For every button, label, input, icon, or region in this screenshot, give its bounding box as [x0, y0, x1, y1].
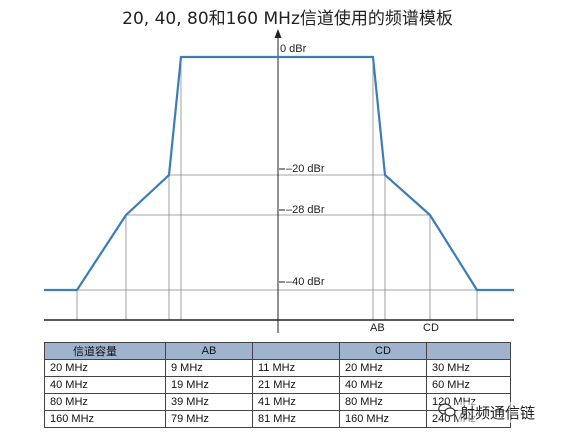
table-header-cell: 信道容量: [44, 342, 166, 360]
level-label: –28 dBr: [286, 204, 325, 216]
table-cell: 21 MHz: [252, 376, 340, 394]
table-cell: 20 MHz: [339, 359, 427, 377]
table-header-cell: [426, 342, 511, 360]
table-header-cell: CD: [339, 342, 427, 360]
table-row: 20 MHz 9 MHz 11 MHz 20 MHz 30 MHz: [44, 359, 511, 377]
table-cell: 39 MHz: [165, 393, 253, 411]
table-cell: 160 MHz: [44, 410, 166, 428]
marker-label-ab: AB: [370, 322, 385, 334]
table-cell: 40 MHz: [339, 376, 427, 394]
chart-title: 20, 40, 80和160 MHz信道使用的频谱模板: [122, 9, 453, 29]
table-header-cell: [252, 342, 340, 360]
table-cell: 60 MHz: [426, 376, 511, 394]
level-label: –40 dBr: [286, 276, 325, 288]
table-cell: 11 MHz: [252, 359, 340, 377]
table-cell: 9 MHz: [165, 359, 253, 377]
wechat-icon: [438, 403, 456, 417]
table-cell: 40 MHz: [44, 376, 166, 394]
table-row: 40 MHz 19 MHz 21 MHz 40 MHz 60 MHz: [44, 376, 511, 394]
table-cell: 20 MHz: [44, 359, 166, 377]
table-cell: 160 MHz: [339, 410, 427, 428]
table-cell: 79 MHz: [165, 410, 253, 428]
axis-arrow: [274, 29, 282, 38]
level-label: 0 dBr: [280, 43, 307, 55]
table-cell: 30 MHz: [426, 359, 511, 377]
table-cell: 80 MHz: [339, 393, 427, 411]
spectrum-mask-chart: 0 dBr –20 dBr –28 dBr –40 dBr AB CD: [44, 29, 514, 334]
watermark-text: 射频通信链: [458, 402, 538, 423]
table-cell: 80 MHz: [44, 393, 166, 411]
spectrum-mask-line: [44, 55, 514, 292]
table-header-row: 信道容量 AB CD: [44, 342, 511, 360]
level-label: –20 dBr: [286, 163, 325, 175]
marker-label-cd: CD: [423, 322, 439, 334]
table-cell: 81 MHz: [252, 410, 340, 428]
table-cell: 19 MHz: [165, 376, 253, 394]
table-cell: 41 MHz: [252, 393, 340, 411]
table-header-cell: AB: [165, 342, 253, 360]
